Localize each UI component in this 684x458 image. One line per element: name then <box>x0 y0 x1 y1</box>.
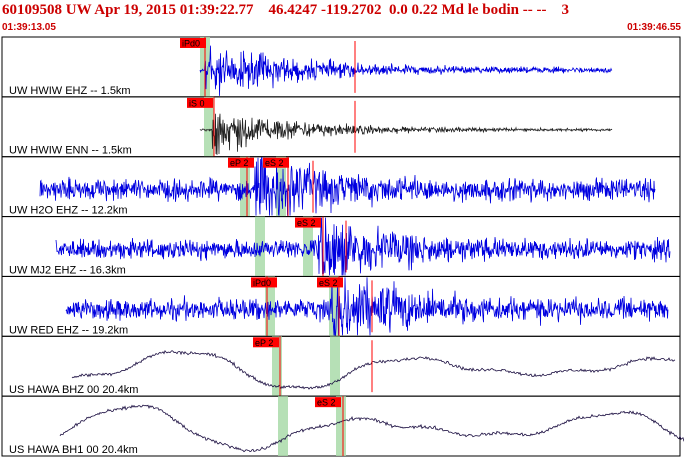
station-label: US HAWA BH1 00 20.4km <box>9 444 138 456</box>
station-label: UW MJ2 EHZ -- 16.3km <box>9 264 126 276</box>
pick-label: iPd0 <box>253 278 271 288</box>
pick-window <box>329 276 339 337</box>
pick-label: eP 2 <box>255 338 273 348</box>
pick-label-box[interactable] <box>253 337 279 348</box>
trace-panel[interactable]: iPd0 UW HWIW EHZ -- 1.5km <box>1 36 681 98</box>
pick-window <box>303 216 313 277</box>
pick-label: iPd0 <box>182 39 200 49</box>
pick-window <box>278 396 288 456</box>
pick-window <box>336 396 346 456</box>
pick-label: eS 2 <box>297 218 316 228</box>
pick-window <box>272 336 282 397</box>
pick-label: eS 2 <box>317 398 336 408</box>
pick-label-box[interactable] <box>295 217 321 228</box>
station-label: UW HWIW ENN -- 1.5km <box>9 145 132 157</box>
waveform-trace[interactable] <box>199 113 613 155</box>
pick-label: iS 0 <box>189 98 205 108</box>
trace-panel[interactable]: eS 2 US HAWA BH1 00 20.4km <box>1 395 684 457</box>
trace-panel[interactable]: iS 0 UW HWIW ENN -- 1.5km <box>1 96 681 158</box>
waveform-trace[interactable] <box>71 349 676 390</box>
pick-window <box>330 336 340 397</box>
waveform-trace[interactable] <box>55 217 671 276</box>
pick-label: eS 2 <box>319 278 338 288</box>
pick-window <box>204 96 214 157</box>
station-label: UW H2O EHZ -- 12.2km <box>9 205 128 217</box>
pick-label-box[interactable] <box>228 157 254 168</box>
station-label: UW RED EHZ -- 19.2km <box>9 324 128 336</box>
trace-panel[interactable]: iPd0 eS 2 UW RED EHZ -- 19.2km <box>1 275 681 337</box>
end-time-label: 01:39:46.55 <box>627 22 681 33</box>
trace-panel[interactable]: eS 2 UW MJ2 EHZ -- 16.3km <box>1 216 681 277</box>
trace-panel[interactable]: eP 2 eS 2 UW H2O EHZ -- 12.2km <box>1 156 681 218</box>
pick-window <box>255 216 265 277</box>
pick-label-box[interactable] <box>187 97 213 108</box>
event-title: 60109508 UW Apr 19, 2015 01:39:22.77 46.… <box>2 2 569 18</box>
pick-label-box[interactable] <box>180 38 206 48</box>
pick-label-box[interactable] <box>317 277 343 288</box>
pick-label-box[interactable] <box>251 277 277 288</box>
pick-label: eP 2 <box>230 158 248 168</box>
pick-label: eS 2 <box>265 158 284 168</box>
pick-label-box[interactable] <box>263 157 289 168</box>
pick-label-box[interactable] <box>315 397 341 408</box>
trace-panel[interactable]: eP 2 US HAWA BHZ 00 20.4km <box>1 335 681 397</box>
waveform-trace[interactable] <box>39 157 656 216</box>
station-label: UW HWIW EHZ -- 1.5km <box>9 85 131 97</box>
waveform-trace[interactable] <box>199 45 613 96</box>
waveform-trace[interactable] <box>59 404 684 453</box>
start-time-label: 01:39:13.05 <box>2 22 56 33</box>
station-label: US HAWA BHZ 00 20.4km <box>9 384 138 396</box>
waveform-trace[interactable] <box>65 277 669 336</box>
